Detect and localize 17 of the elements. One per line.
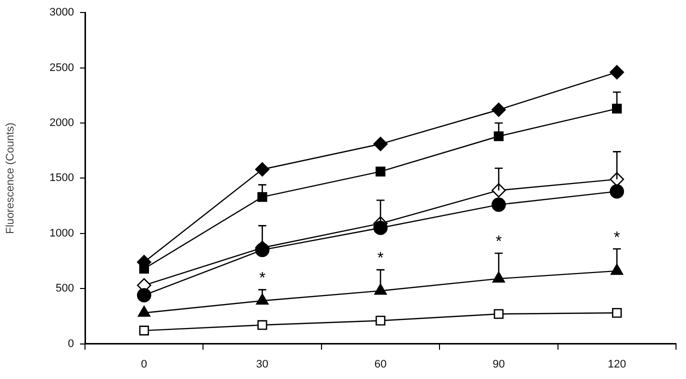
y-axis-title: Fluorescence (Counts) xyxy=(4,122,17,234)
x-tick-label: 30 xyxy=(256,358,268,370)
annotation: * xyxy=(377,250,384,268)
y-tick-label: 1500 xyxy=(50,172,74,184)
annotation: * xyxy=(496,234,502,251)
x-tick-label: 0 xyxy=(141,358,148,370)
y-tick-label: 3000 xyxy=(50,6,74,19)
annotation: * xyxy=(614,229,620,246)
y-tick-label: 1000 xyxy=(50,227,74,240)
x-tick-label: 60 xyxy=(374,358,387,370)
y-tick-label: 2500 xyxy=(50,62,74,74)
x-tick-label: 120 xyxy=(608,358,626,370)
y-tick-label: 2000 xyxy=(50,117,74,130)
x-tick-label: 90 xyxy=(492,358,505,370)
y-tick-label: 0 xyxy=(68,338,74,350)
annotation: * xyxy=(259,270,266,288)
y-tick-label: 500 xyxy=(56,282,74,295)
